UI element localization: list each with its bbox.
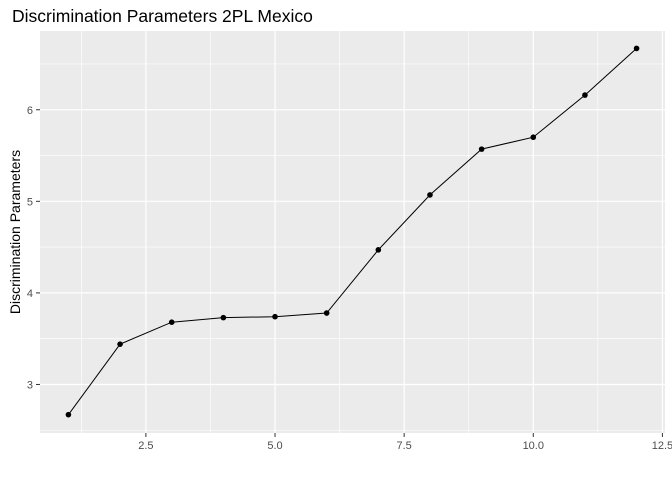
series-line <box>68 48 637 415</box>
data-point <box>375 247 382 253</box>
data-point <box>272 313 278 320</box>
x-tick-label: 5.0 <box>267 440 282 452</box>
series-layer <box>65 45 640 418</box>
y-tick-label: 4 <box>27 288 33 300</box>
data-point <box>117 341 123 347</box>
data-point <box>220 314 227 321</box>
y-tick-label: 3 <box>27 379 33 391</box>
data-point <box>478 146 485 152</box>
major-grid <box>40 31 665 433</box>
chart-title: Discrimination Parameters 2PL Mexico <box>12 6 313 26</box>
data-point <box>168 319 175 325</box>
x-tick-label: 7.5 <box>397 440 412 452</box>
x-tick-label: 12.5 <box>652 440 672 452</box>
x-tick-label: 2.5 <box>138 440 153 452</box>
data-point <box>65 411 72 418</box>
data-point <box>633 45 640 52</box>
x-tick-label: 10.0 <box>523 440 544 452</box>
data-point <box>530 134 537 141</box>
data-point <box>427 192 433 198</box>
y-tick-label: 5 <box>27 196 33 208</box>
plot-panel <box>40 31 665 433</box>
minor-grid <box>40 31 665 433</box>
axis-ticks: 2.5 5.0 7.5 10.0 12.5 3 4 5 6 <box>27 105 672 452</box>
data-point <box>582 92 588 98</box>
y-axis-title: Discrimination Parameters <box>7 150 23 314</box>
y-tick-label: 6 <box>27 105 33 117</box>
data-point <box>323 310 330 316</box>
